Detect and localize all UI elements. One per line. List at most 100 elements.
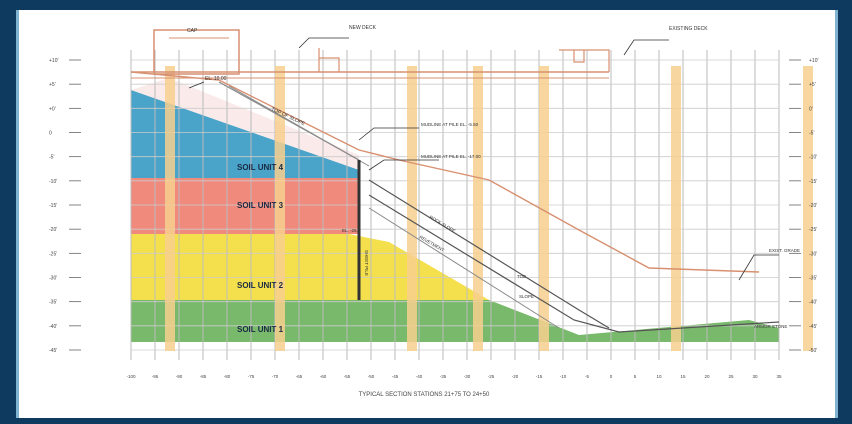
station-label: 10 (656, 374, 662, 379)
elevation-label-left: +5' (49, 82, 56, 88)
elevation-label-left: +0' (49, 106, 56, 112)
elevation-label-right: -5' (809, 131, 814, 137)
elevation-label-left: +10' (49, 58, 58, 64)
station-label: -70 (272, 374, 279, 379)
station-label: -90 (176, 374, 183, 379)
elevation-label-right: -40' (809, 300, 817, 306)
cap-box (153, 29, 240, 75)
elevation-label-left: -5' (49, 155, 54, 161)
station-label: -55 (344, 374, 351, 379)
elevation-label-right: -25' (809, 227, 817, 233)
station-label: -40 (416, 374, 423, 379)
callout-rock-slope: ROCK SLOPE (429, 215, 457, 234)
station-label: -95 (152, 374, 159, 379)
upper-slope-fill (131, 78, 359, 170)
pile-column (671, 66, 681, 351)
station-label: -20 (512, 374, 519, 379)
revetment-line-3 (368, 207, 560, 329)
station-label: -85 (200, 374, 207, 379)
elevation-label-left: -45' (49, 348, 57, 354)
mudline-upper (130, 71, 760, 273)
elevation-label-left: -30' (49, 276, 57, 282)
station-labels: -100 -95 -90 -85 -80 -75 -70 -65 -60 -55 -50 -45 -40… (126, 374, 782, 379)
pile-columns (165, 66, 813, 351)
pile-column (539, 66, 549, 351)
station-label: -25 (488, 374, 495, 379)
station-label: -60 (320, 374, 327, 379)
soil-unit-3-label: SOIL UNIT 3 (237, 201, 284, 210)
soil-unit-4-layer (131, 90, 359, 178)
callout-sheet-pile: SHEET PILE (364, 250, 369, 276)
pile-column (473, 66, 483, 351)
elevation-label-right: -15' (809, 179, 817, 185)
callout-toe: TOE (517, 274, 526, 279)
callout-armor: ARMOR STONE (754, 324, 787, 329)
elevation-label-left: -25' (49, 251, 57, 257)
station-label: -80 (224, 374, 231, 379)
soil-unit-2-layer (131, 234, 489, 300)
revetment-line-1 (368, 179, 610, 329)
deck-notch (318, 48, 340, 72)
pile-column (275, 66, 285, 351)
callout-slope: SLOPE (519, 294, 534, 299)
elevation-label-right: 0' (809, 106, 813, 112)
callout-el-mid: EL. -26.0 (342, 228, 361, 233)
elevation-label-right: +10' (809, 58, 818, 64)
station-label: -10 (560, 374, 567, 379)
station-label: -30 (464, 374, 471, 379)
station-label: 20 (704, 374, 710, 379)
callout-leaders (188, 37, 779, 281)
elevation-label-left: 0 (49, 131, 52, 137)
station-label: 5 (634, 374, 637, 379)
revetment-line-2 (368, 194, 780, 333)
callout-new-deck: NEW DECK (349, 25, 377, 31)
station-label: -15 (536, 374, 543, 379)
elevation-label-right: -50' (809, 348, 817, 354)
pile-column (803, 66, 813, 351)
callout-el-top: EL. 10.00 (205, 76, 227, 82)
elevation-label-right: -45' (809, 324, 817, 330)
elevation-label-left: -20' (49, 227, 57, 233)
station-label: -35 (440, 374, 447, 379)
station-label: -75 (248, 374, 255, 379)
existing-deck-outline (559, 49, 610, 72)
callout-revetment: REVETMENT (419, 235, 446, 253)
station-label: -5 (585, 374, 589, 379)
soil-unit-4-label: SOIL UNIT 4 (237, 163, 284, 172)
soil-unit-2-label: SOIL UNIT 2 (237, 281, 284, 290)
station-label: 35 (776, 374, 782, 379)
station-label: 0 (610, 374, 613, 379)
soil-unit-1-layer (131, 300, 779, 342)
elevation-label-left: -40' (49, 324, 57, 330)
elevation-label-left: -35' (49, 300, 57, 306)
pile-column (165, 66, 175, 351)
elevation-label-right: -20' (809, 203, 817, 209)
station-label: -50 (368, 374, 375, 379)
section-drawing: CAP NEW DECK EXISTING DECK EL. 10.00 TOP… (49, 25, 818, 398)
station-label: 30 (752, 374, 758, 379)
elevation-labels-left: +10' +5' +0' 0 -5' -10' -15' -20' -25' -30' -35' -4… (49, 58, 81, 354)
section-caption: TYPICAL SECTION STATIONS 21+75 TO 24+50 (359, 392, 490, 398)
elevation-labels-right: +10' +5' 0' -5' -10' -15' -20' -25' -30' -35' -40'… (789, 58, 818, 354)
station-label: -65 (296, 374, 303, 379)
station-label: 15 (680, 374, 686, 379)
callout-existing-grade: EXIST. GRADE (769, 248, 800, 253)
elevation-label-right: +5' (809, 82, 816, 88)
callout-mudline-2: MUDLINE AT PILE EL. -17.00 (421, 154, 481, 159)
elevation-label-right: -35' (809, 276, 817, 282)
elevation-label-left: -15' (49, 203, 57, 209)
callout-cap: CAP (187, 28, 198, 34)
drawing-sheet: CAP NEW DECK EXISTING DECK EL. 10.00 TOP… (16, 10, 838, 418)
soil-unit-3-layer (131, 178, 359, 234)
callout-mudline-1: MUDLINE AT PILE EL. -5.50 (421, 122, 479, 127)
station-label: 25 (728, 374, 734, 379)
station-label: -100 (126, 374, 136, 379)
slope-line-2 (228, 85, 370, 167)
pile-column (407, 66, 417, 351)
elevation-label-right: -30' (809, 251, 817, 257)
elevation-label-left: -10' (49, 179, 57, 185)
station-label: -45 (392, 374, 399, 379)
elevation-label-right: -10' (809, 155, 817, 161)
soil-unit-1-label: SOIL UNIT 1 (237, 325, 284, 334)
